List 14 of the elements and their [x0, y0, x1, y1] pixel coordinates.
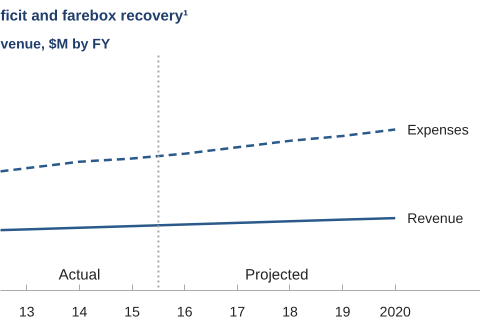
chart-title: ficit and farebox recovery¹ — [0, 8, 188, 24]
x-tick-label: 17 — [230, 304, 246, 320]
series-label: Expenses — [407, 122, 469, 138]
annotation: Actual — [58, 266, 100, 284]
x-tick-label: 16 — [176, 304, 193, 320]
x-tick-label: 14 — [72, 304, 88, 320]
x-tick-label: 2020 — [380, 304, 412, 320]
x-tick-label: 18 — [282, 304, 298, 320]
chart-subtitle: venue, $M by FY — [0, 36, 111, 52]
x-tick-label: 13 — [19, 304, 35, 320]
series-label: Revenue — [407, 210, 464, 226]
annotation: Projected — [245, 266, 309, 284]
x-tick-label: 15 — [124, 304, 140, 320]
x-tick-label: 19 — [334, 304, 351, 320]
